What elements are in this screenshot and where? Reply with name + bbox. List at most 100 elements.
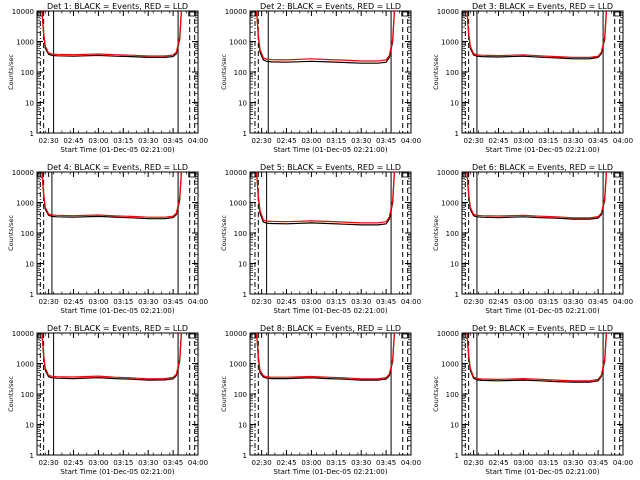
detector-panel-9: Det 9: BLACK = Events, RED = LLD 1 10 100 10… (432, 324, 633, 476)
y-tick-label: 10 (25, 261, 34, 269)
x-tick-label: 02:30 (252, 137, 272, 145)
y-tick-label: 1 (243, 291, 247, 299)
x-tick-label: 02:30 (39, 459, 59, 467)
x-tick-label: 02:30 (39, 298, 59, 306)
panel-title: Det 8: BLACK = Events, RED = LLD (260, 324, 401, 333)
y-tick-label: 100 (234, 69, 247, 77)
x-tick-label: 03:15 (113, 137, 133, 145)
x-tick-label: 03:00 (301, 137, 321, 145)
y-tick-label: 100 (21, 69, 34, 77)
x-tick-label: 02:30 (39, 137, 59, 145)
x-tick-label: 03:30 (138, 298, 158, 306)
x-tick-label: 03:15 (326, 459, 346, 467)
x-tick-label: 04:00 (401, 459, 421, 467)
x-tick-label: 03:00 (301, 459, 321, 467)
y-tick-label: 10000 (437, 169, 459, 177)
y-tick-label: 100 (446, 69, 459, 77)
series-line-events (466, 172, 607, 220)
x-tick-label: 02:45 (276, 298, 296, 306)
y-tick-label: 1000 (16, 39, 34, 47)
y-axis-label: Counts/sec (220, 376, 228, 412)
series-line-lld (256, 333, 395, 380)
y-tick-label: 1 (30, 291, 34, 299)
detector-panel-8: Det 8: BLACK = Events, RED = LLD 1 10 100 10… (220, 324, 421, 476)
x-tick-label: 02:45 (63, 459, 83, 467)
detector-panel-4: Det 4: BLACK = Events, RED = LLD 1 10 100 10… (7, 163, 208, 315)
series-line-events (256, 172, 395, 226)
x-tick-label: 03:00 (513, 137, 533, 145)
corner-box-left (37, 172, 44, 178)
y-tick-label: 1000 (229, 200, 247, 208)
panel-title: Det 7: BLACK = Events, RED = LLD (47, 324, 188, 333)
x-tick-label: 03:45 (163, 459, 183, 467)
x-tick-label: 02:45 (488, 459, 508, 467)
panel-title: Det 6: BLACK = Events, RED = LLD (472, 163, 613, 172)
x-tick-label: 03:45 (163, 137, 183, 145)
y-tick-label: 1 (30, 452, 34, 460)
series-line-events (256, 333, 395, 381)
x-tick-label: 03:00 (88, 137, 108, 145)
x-tick-label: 03:15 (538, 459, 558, 467)
corner-box-right (613, 11, 622, 17)
x-axis-label: Start Time (01-Dec-05 02:21:00) (485, 468, 599, 476)
x-tick-label: 03:45 (376, 298, 396, 306)
x-tick-label: 03:45 (376, 137, 396, 145)
x-tick-label: 03:15 (538, 298, 558, 306)
y-tick-label: 100 (446, 230, 459, 238)
detector-panel-2: Det 2: BLACK = Events, RED = LLD 1 10 100 10… (220, 2, 421, 154)
y-tick-label: 10000 (225, 330, 247, 338)
x-tick-label: 03:45 (376, 459, 396, 467)
corner-box-left (250, 333, 257, 339)
series-line-lld (256, 172, 395, 224)
x-axis-label: Start Time (01-Dec-05 02:21:00) (273, 307, 387, 315)
series-line-lld (41, 333, 182, 380)
panel-title: Det 4: BLACK = Events, RED = LLD (47, 163, 188, 172)
x-tick-label: 02:30 (464, 459, 484, 467)
corner-box-right (401, 172, 410, 178)
series-line-events (41, 11, 182, 59)
x-tick-label: 03:15 (538, 137, 558, 145)
x-tick-label: 03:00 (88, 298, 108, 306)
series-line-events (41, 333, 182, 381)
x-tick-label: 03:00 (88, 459, 108, 467)
y-axis-label: Counts/sec (432, 54, 440, 90)
x-tick-label: 02:30 (252, 298, 272, 306)
corner-box-right (188, 11, 197, 17)
x-tick-label: 02:45 (63, 298, 83, 306)
y-tick-label: 100 (446, 391, 459, 399)
corner-box-right (613, 333, 622, 339)
y-tick-label: 10 (25, 100, 34, 108)
x-tick-label: 02:45 (488, 298, 508, 306)
series-line-events (41, 172, 182, 220)
y-axis-label: Counts/sec (7, 54, 15, 90)
y-tick-label: 100 (234, 230, 247, 238)
x-tick-label: 04:00 (613, 137, 633, 145)
x-tick-label: 03:30 (138, 459, 158, 467)
corner-box-left (37, 333, 44, 339)
y-tick-label: 10000 (437, 330, 459, 338)
y-axis-label: Counts/sec (220, 54, 228, 90)
series-line-events (466, 11, 607, 60)
x-tick-label: 03:15 (113, 298, 133, 306)
y-tick-label: 10000 (225, 8, 247, 16)
x-axis-label: Start Time (01-Dec-05 02:21:00) (485, 307, 599, 315)
y-axis-label: Counts/sec (432, 215, 440, 251)
panel-title: Det 9: BLACK = Events, RED = LLD (472, 324, 613, 333)
x-tick-label: 02:30 (464, 137, 484, 145)
x-tick-label: 03:45 (163, 298, 183, 306)
x-tick-label: 03:30 (351, 137, 371, 145)
x-tick-label: 04:00 (613, 298, 633, 306)
corner-box-right (401, 11, 410, 17)
x-tick-label: 02:45 (63, 137, 83, 145)
detector-panel-1: Det 1: BLACK = Events, RED = LLD 1 10 100 10… (7, 2, 208, 154)
y-tick-label: 10 (450, 261, 459, 269)
x-tick-label: 04:00 (188, 137, 208, 145)
x-tick-label: 03:15 (326, 137, 346, 145)
x-axis-label: Start Time (01-Dec-05 02:21:00) (60, 468, 174, 476)
x-tick-label: 03:00 (513, 298, 533, 306)
corner-box-left (250, 172, 257, 178)
y-tick-label: 1 (455, 291, 459, 299)
y-axis-label: Counts/sec (432, 376, 440, 412)
y-tick-label: 1000 (229, 39, 247, 47)
